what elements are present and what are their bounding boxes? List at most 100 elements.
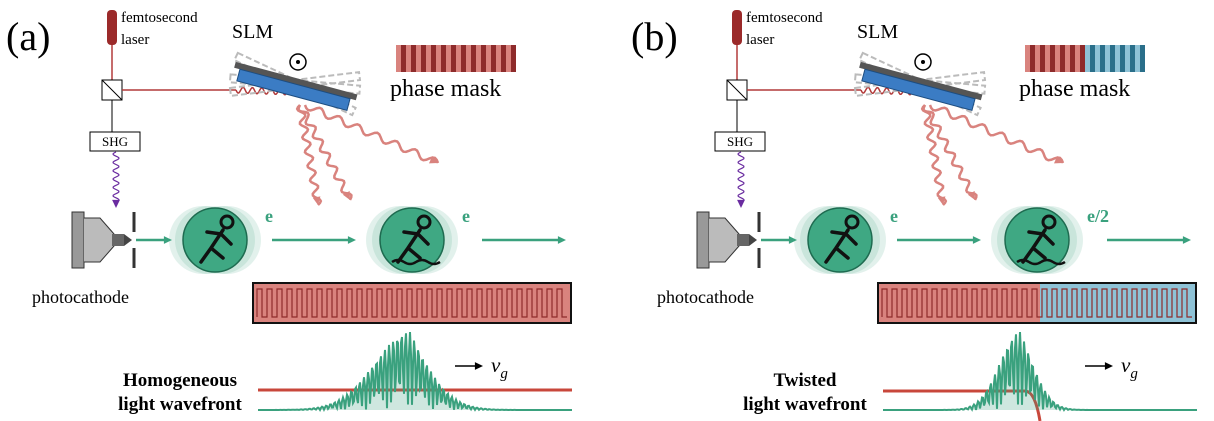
electron-label: e xyxy=(890,206,898,226)
velocity-label: vg xyxy=(491,353,508,382)
electron-arrowhead xyxy=(973,236,981,244)
caption: Twisted xyxy=(774,370,837,391)
diffracted-beam xyxy=(297,105,321,205)
mask-stripe xyxy=(416,45,421,72)
diffracted-beam xyxy=(305,105,438,163)
panel-label: (b) xyxy=(631,14,678,59)
mask-stripe xyxy=(471,45,476,72)
velocity-subscript: g xyxy=(1130,366,1138,382)
mask-stripe xyxy=(1135,45,1140,72)
mask-stripe xyxy=(1030,45,1035,72)
uv-arrowhead xyxy=(737,200,745,208)
wave-packet xyxy=(883,332,1197,410)
mask-stripe xyxy=(481,45,486,72)
velocity-arrowhead xyxy=(475,362,483,370)
cathode-body xyxy=(709,218,739,262)
rotation-dot xyxy=(921,60,925,64)
shg-label: SHG xyxy=(102,134,128,149)
figure: (a)femtosecondlaserSLMphase maskSHGphoto… xyxy=(0,0,1214,421)
mask-stripe xyxy=(476,45,481,72)
mask-label: phase mask xyxy=(1019,76,1130,102)
velocity-arrowhead xyxy=(1105,362,1113,370)
mask-stripe xyxy=(426,45,431,72)
diffracted-beam xyxy=(922,105,946,205)
diffracted-beam xyxy=(930,105,1063,163)
cathode-tip xyxy=(112,234,124,246)
laser-text: laser xyxy=(746,32,774,48)
mask-label: phase mask xyxy=(390,76,501,102)
mask-stripe xyxy=(461,45,466,72)
cathode-point xyxy=(124,234,132,246)
cathode-tip xyxy=(737,234,749,246)
laser-rod xyxy=(107,10,117,45)
mask-stripe xyxy=(1045,45,1050,72)
electron-label: e xyxy=(265,206,273,226)
mask-stripe xyxy=(466,45,471,72)
velocity-label: vg xyxy=(1121,353,1138,382)
cathode-plate xyxy=(697,212,709,268)
caption: light wavefront xyxy=(118,394,242,415)
rotation-dot xyxy=(296,60,300,64)
mask-stripe xyxy=(1035,45,1040,72)
mask-stripe xyxy=(1090,45,1095,72)
caption: Homogeneous xyxy=(123,370,237,391)
laser-text: laser xyxy=(121,32,149,48)
panel: (b) femtosecond laser SLM phase mask SHG photo… xyxy=(631,10,1197,421)
panel: (a)femtosecondlaserSLMphase maskSHGphoto… xyxy=(6,10,572,415)
mask-stripe xyxy=(1025,45,1030,72)
electron-arrowhead xyxy=(348,236,356,244)
electron-arrowhead xyxy=(1183,236,1191,244)
mask-stripe xyxy=(1115,45,1120,72)
mask-stripe xyxy=(406,45,411,72)
laser-text: femtosecond xyxy=(121,10,198,26)
mask-stripe xyxy=(421,45,426,72)
mask-stripe xyxy=(1130,45,1135,72)
mask-stripe xyxy=(501,45,506,72)
mask-stripe xyxy=(431,45,436,72)
mask-stripe xyxy=(1050,45,1055,72)
source-label: photocathode xyxy=(657,287,754,307)
mask-stripe xyxy=(1085,45,1090,72)
electron-label: e xyxy=(462,206,470,226)
mask-stripe xyxy=(1120,45,1125,72)
mask-stripe xyxy=(1055,45,1060,72)
velocity-subscript: g xyxy=(500,366,508,382)
mask-stripe xyxy=(1110,45,1115,72)
slm-label: SLM xyxy=(232,21,273,43)
mask-stripe xyxy=(511,45,516,72)
electron-label: e/2 xyxy=(1087,206,1109,226)
mask-stripe xyxy=(451,45,456,72)
mask-stripe xyxy=(401,45,406,72)
mask-stripe xyxy=(491,45,496,72)
laser-rod xyxy=(732,10,742,45)
mask-stripe xyxy=(1140,45,1145,72)
uv-arrowhead xyxy=(112,200,120,208)
mask-stripe xyxy=(446,45,451,72)
mask-stripe xyxy=(1060,45,1065,72)
mask-stripe xyxy=(1080,45,1085,72)
mask-stripe xyxy=(436,45,441,72)
uv-beam xyxy=(113,152,119,202)
cathode-point xyxy=(749,234,757,246)
mask-stripe xyxy=(496,45,501,72)
cathode-plate xyxy=(72,212,84,268)
mask-stripe xyxy=(1100,45,1105,72)
mask-stripe xyxy=(1075,45,1080,72)
shg-label: SHG xyxy=(727,134,753,149)
mask-stripe xyxy=(1070,45,1075,72)
mask-stripe xyxy=(456,45,461,72)
mask-stripe xyxy=(1105,45,1110,72)
uv-beam xyxy=(738,152,744,202)
source-label: photocathode xyxy=(32,287,129,307)
mask-stripe xyxy=(486,45,491,72)
slm-label: SLM xyxy=(857,21,898,43)
mask-stripe xyxy=(1125,45,1130,72)
caption: light wavefront xyxy=(743,394,867,415)
cathode-body xyxy=(84,218,114,262)
laser-text: femtosecond xyxy=(746,10,823,26)
mask-stripe xyxy=(1065,45,1070,72)
mask-stripe xyxy=(411,45,416,72)
electron-arrowhead xyxy=(558,236,566,244)
mask-stripe xyxy=(506,45,511,72)
mask-stripe xyxy=(441,45,446,72)
